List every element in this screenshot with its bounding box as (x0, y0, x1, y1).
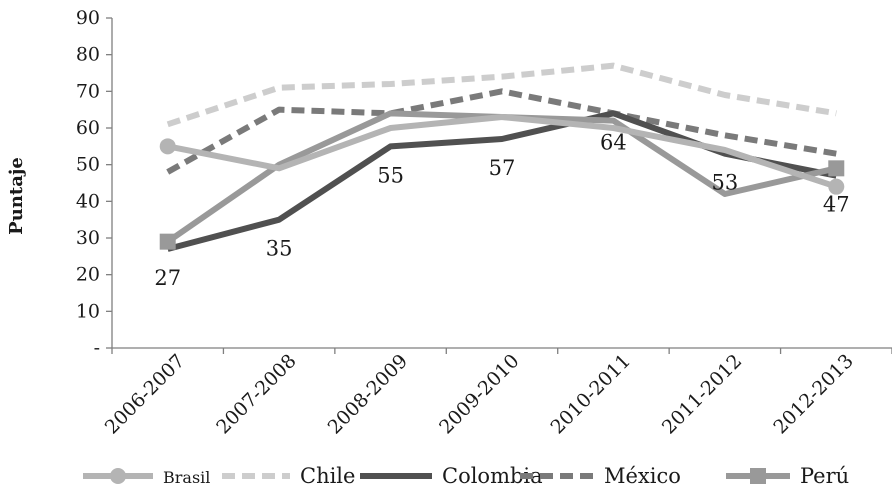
data-label: 57 (489, 156, 516, 180)
series-line-mexico (166, 88, 837, 175)
data-labels: 27 35 55 57 64 53 47 (154, 130, 849, 290)
data-label: 53 (711, 171, 738, 195)
x-tick-label: 2011-2012 (658, 350, 746, 438)
series-layer (159, 62, 845, 252)
data-label: 27 (154, 266, 181, 290)
y-tick-label: - (94, 337, 100, 359)
series-marker-brasil (159, 138, 176, 155)
legend-marker-peru (750, 468, 766, 484)
series-marker-peru (828, 160, 845, 177)
series-line-brasil (167, 114, 838, 190)
series-line-colombia (166, 110, 837, 252)
legend-label-peru: Perú (800, 464, 849, 488)
y-tick-label: 60 (76, 117, 100, 139)
legend-label-chile: Chile (300, 464, 355, 488)
y-tick-label: 10 (76, 300, 100, 322)
y-tick-label: 30 (76, 227, 100, 249)
x-tick-label: 2006-2007 (101, 350, 189, 438)
x-tick-label: 2009-2010 (435, 350, 523, 438)
y-tick-label: 40 (76, 190, 100, 212)
y-tick-label: 20 (76, 264, 100, 286)
series-line-chile (166, 62, 837, 128)
x-tick-label: 2007-2008 (212, 350, 300, 438)
legend-label-brasil: Brasil (163, 468, 210, 487)
x-tick-label: 2012-2013 (769, 350, 857, 438)
series-marker-peru (159, 233, 176, 250)
y-tick-label: 90 (76, 7, 100, 29)
x-tick-label: 2008-2009 (324, 350, 412, 438)
y-tick-label: 80 (76, 44, 100, 66)
legend-marker-brasil (110, 468, 126, 484)
y-tick-label: 70 (76, 80, 100, 102)
data-label: 55 (377, 163, 404, 187)
data-label: 47 (823, 193, 850, 217)
y-axis-title: Puntaje (6, 157, 27, 235)
x-tick-label: 2010-2011 (546, 350, 634, 438)
data-label: 35 (266, 237, 293, 261)
y-tick-label: 50 (76, 154, 100, 176)
data-label: 64 (600, 130, 627, 154)
legend-label-mexico: México (604, 464, 681, 488)
series-marker-brasil (828, 178, 845, 195)
legend: Brasil Chile Colombia México Perú (83, 464, 849, 488)
